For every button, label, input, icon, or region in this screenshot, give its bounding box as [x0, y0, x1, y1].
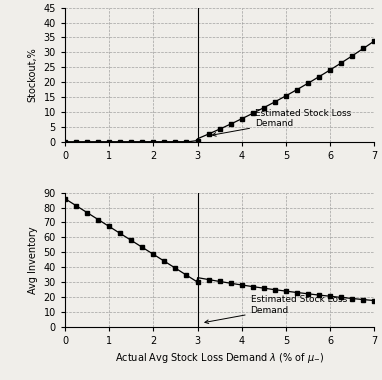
Y-axis label: Avg Inventory: Avg Inventory — [28, 226, 38, 294]
Text: Estimated Stock Loss
Demand: Estimated Stock Loss Demand — [212, 109, 351, 136]
X-axis label: Actual Avg Stock Loss Demand $\lambda$ (% of $\mu_{-}$): Actual Avg Stock Loss Demand $\lambda$ (… — [115, 352, 324, 366]
Y-axis label: Stockout,%: Stockout,% — [28, 47, 38, 102]
Text: Estimated Stock Loss
Demand: Estimated Stock Loss Demand — [205, 296, 347, 323]
